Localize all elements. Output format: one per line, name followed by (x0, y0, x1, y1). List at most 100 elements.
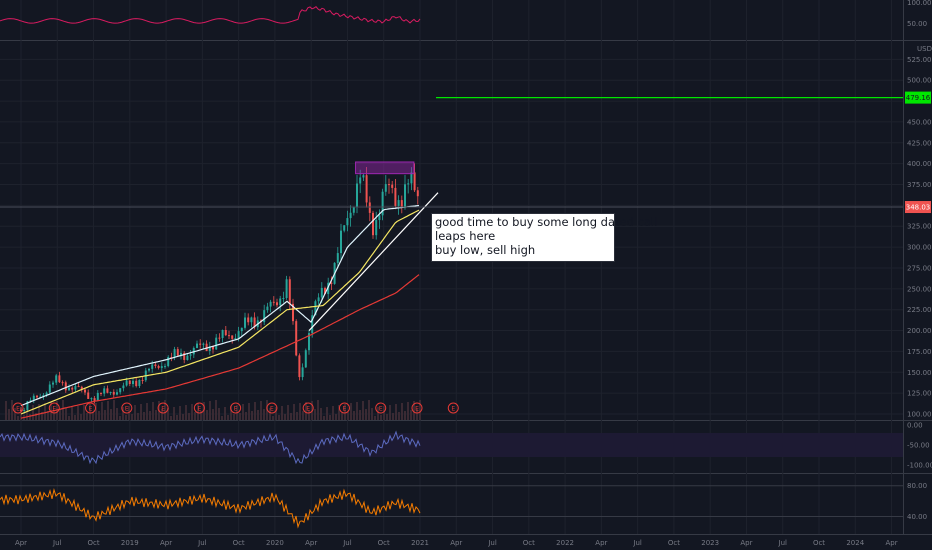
volume-bar (125, 415, 127, 420)
volume-bar (272, 416, 274, 420)
volume-bar (53, 410, 55, 420)
volume-bar (38, 404, 40, 420)
williams-tick-label-1: -50.00 (907, 442, 930, 450)
candle-body (285, 279, 288, 299)
price-tick-label-11: 250.00 (907, 285, 932, 293)
volume-bar (221, 416, 223, 420)
volume-bar (359, 410, 361, 420)
candle-body (164, 366, 166, 368)
moving-average-line-3 (20, 274, 420, 419)
candle-body (336, 253, 339, 263)
candle-body (212, 346, 214, 350)
candle-body (74, 386, 77, 390)
volume-bar (164, 400, 166, 420)
volume-bar (314, 409, 316, 420)
time-tick-label-0: Apr (15, 539, 27, 547)
time-tick-label-13: Jul (487, 539, 497, 547)
candle-body (400, 200, 403, 208)
volume-bar (335, 414, 337, 420)
earnings-marker-label: E (270, 406, 274, 413)
candle-body (80, 386, 83, 390)
earnings-marker-label: E (125, 406, 129, 413)
candle-body (295, 321, 298, 356)
volume-bar (119, 416, 121, 420)
volume-bar (389, 405, 391, 420)
earnings-marker-label: E (161, 406, 165, 413)
volume-bar (260, 401, 262, 420)
volume-bar (365, 409, 367, 420)
volume-bar (179, 406, 181, 420)
candle-body (167, 356, 170, 367)
volume-bar (155, 410, 157, 420)
time-tick-label-4: Apr (160, 539, 172, 547)
volume-bar (299, 403, 301, 420)
candle-body (160, 366, 163, 368)
candle-body (375, 220, 378, 236)
annotation-line-2: leaps here (435, 229, 496, 243)
candle-body (330, 282, 333, 284)
top-tick-label-1: 50.00 (907, 20, 927, 28)
candle-body (84, 389, 86, 393)
candle-body (199, 343, 202, 345)
candle-body (314, 301, 317, 316)
volume-bar (329, 415, 331, 420)
volume-bar (29, 414, 31, 420)
price-tick-label-0: 525.00 (907, 56, 932, 64)
volume-bar (188, 413, 190, 420)
time-tick-label-17: Jul (632, 539, 642, 547)
candle-body (125, 380, 128, 386)
volume-bar (65, 408, 67, 420)
volume-bar (206, 410, 208, 420)
volume-bar (218, 408, 220, 420)
candle-body (64, 382, 67, 391)
volume-bar (116, 408, 118, 420)
candle-body (141, 379, 144, 381)
price-tick-label-9: 300.00 (907, 244, 932, 252)
volume-bar (419, 400, 421, 420)
candle-body (349, 212, 352, 219)
volume-bar (341, 413, 343, 420)
volume-bar (281, 406, 283, 420)
earnings-marker-icon (48, 402, 60, 414)
volume-bar (137, 413, 139, 420)
candle-body (365, 175, 368, 203)
earnings-marker-icon (375, 402, 387, 414)
candle-body (320, 287, 323, 298)
price-tick-label-3: 450.00 (907, 118, 932, 126)
candle-body (413, 172, 416, 191)
volume-bar (35, 413, 37, 420)
candle-body (157, 366, 160, 368)
candle-body (173, 349, 176, 358)
volume-bar (11, 400, 13, 420)
volume-bar (377, 407, 379, 420)
target-price-label: 479.16 (906, 94, 931, 102)
earnings-marker-label: E (343, 406, 347, 413)
rsi-line (0, 488, 421, 529)
volume-bar (404, 411, 406, 420)
volume-bar (170, 416, 172, 420)
volume-bar (167, 408, 169, 420)
candle-body (340, 230, 342, 254)
annotation-callout: good time to buy some long dated call le… (431, 213, 657, 262)
earnings-marker-label: E (415, 406, 419, 413)
earnings-marker-icon (302, 402, 314, 414)
candle-body (237, 331, 240, 339)
candle-body (343, 225, 346, 231)
volume-bar (254, 402, 256, 420)
volume-bar (143, 412, 145, 420)
earnings-marker-icon (411, 402, 423, 414)
volume-bar (215, 400, 217, 420)
candle-body (397, 200, 400, 206)
candle-body (250, 317, 253, 323)
volume-bar (407, 402, 409, 420)
volume-bar (380, 415, 382, 420)
candle-body (372, 212, 374, 236)
time-tick-label-2: Oct (87, 539, 99, 547)
volume-bar (350, 403, 352, 420)
candle-body (288, 279, 291, 304)
volume-bar (233, 414, 235, 420)
time-tick-label-24: Apr (885, 539, 897, 547)
candle-body (122, 385, 125, 389)
time-tick-label-22: Oct (813, 539, 825, 547)
